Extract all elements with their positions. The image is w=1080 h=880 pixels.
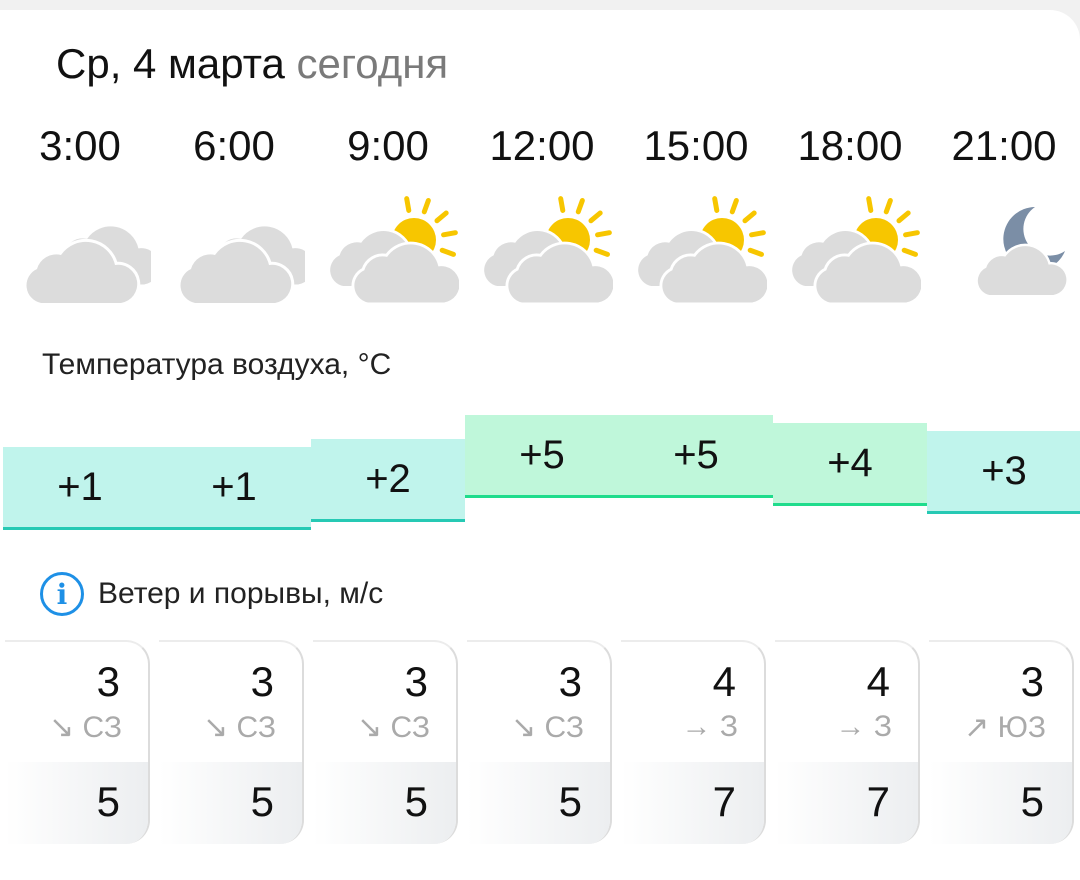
wind-card: 3 ↗ ЮЗ 5 <box>929 640 1074 844</box>
wind-direction: ↘ СЗ <box>49 710 122 745</box>
hour-label: 21:00 <box>951 122 1057 169</box>
wind-gust: 5 <box>5 762 148 844</box>
partly-cloudy-day-icon <box>789 196 921 306</box>
hour-label: 18:00 <box>797 122 903 169</box>
temperature-value: +5 <box>673 433 719 477</box>
wind-direction-text: ЮЗ <box>997 711 1046 744</box>
wind-card: 3 ↘ СЗ 5 <box>467 640 612 844</box>
wind-direction-text: З <box>719 710 738 743</box>
temperature-bar: +3 <box>927 431 1080 514</box>
today-label: сегодня <box>296 40 449 87</box>
cloudy-icon <box>23 226 151 306</box>
wind-speed: 3 <box>404 658 428 705</box>
cloudy-icon <box>177 226 305 306</box>
wind-arrow-icon: ↘ <box>49 711 75 744</box>
temperature-bar: +5 <box>619 415 773 498</box>
temperature-bar: +2 <box>311 439 465 522</box>
wind-arrow-icon: ↘ <box>511 711 537 744</box>
gust-value: 5 <box>558 778 582 825</box>
wind-gust: 7 <box>621 762 764 844</box>
temperature-value: +2 <box>365 457 411 501</box>
wind-direction: → З <box>682 710 738 744</box>
gust-value: 5 <box>1020 778 1044 825</box>
temperature-bar: +1 <box>3 447 157 530</box>
wind-card: 3 ↘ СЗ 5 <box>313 640 458 844</box>
gust-value: 7 <box>866 778 890 825</box>
gust-value: 5 <box>96 778 120 825</box>
wind-gust: 5 <box>929 762 1072 844</box>
wind-gust: 5 <box>313 762 456 844</box>
wind-arrow-icon: → <box>681 710 712 743</box>
hour-label: 9:00 <box>347 122 429 169</box>
wind-label: i Ветер и порывы, м/с <box>40 572 383 616</box>
wind-speed: 4 <box>866 658 890 705</box>
wind-direction-text: СЗ <box>82 711 122 744</box>
wind-gust: 5 <box>467 762 610 844</box>
temperature-value: +3 <box>981 449 1027 493</box>
wind-direction: ↘ СЗ <box>203 710 276 745</box>
wind-card: 4 → З 7 <box>775 640 920 844</box>
info-icon[interactable]: i <box>40 572 84 616</box>
date: Ср, 4 марта <box>56 40 285 87</box>
wind-speed: 3 <box>96 658 120 705</box>
wind-direction-text: СЗ <box>236 711 276 744</box>
temperature-bar: +5 <box>465 415 619 498</box>
partly-cloudy-day-icon <box>481 196 613 306</box>
temperature-bar: +1 <box>157 447 311 530</box>
temperature-value: +1 <box>57 465 103 509</box>
wind-card: 3 ↘ СЗ 5 <box>159 640 304 844</box>
hour-label: 6:00 <box>193 122 275 169</box>
wind-card: 3 ↘ СЗ 5 <box>5 640 150 844</box>
wind-direction-text: СЗ <box>544 711 584 744</box>
gust-value: 5 <box>250 778 274 825</box>
wind-speed: 3 <box>558 658 582 705</box>
partly-cloudy-day-icon <box>327 196 459 306</box>
wind-direction-text: СЗ <box>390 711 430 744</box>
wind-direction-text: З <box>873 710 892 743</box>
wind-speed: 3 <box>250 658 274 705</box>
wind-arrow-icon: ↗ <box>964 711 990 744</box>
wind-arrow-icon: → <box>835 710 866 743</box>
wind-direction: → З <box>836 710 892 744</box>
wind-card: 4 → З 7 <box>621 640 766 844</box>
day-title: Ср, 4 марта сегодня <box>56 40 448 88</box>
temperature-value: +1 <box>211 465 257 509</box>
wind-direction: ↘ СЗ <box>511 710 584 745</box>
gust-value: 7 <box>712 778 736 825</box>
wind-speed: 3 <box>1020 658 1044 705</box>
wind-direction: ↗ ЮЗ <box>964 710 1046 745</box>
hour-label: 12:00 <box>489 122 595 169</box>
wind-speed: 4 <box>712 658 736 705</box>
temperature-bar: +4 <box>773 423 927 506</box>
wind-arrow-icon: ↘ <box>357 711 383 744</box>
hour-label: 3:00 <box>39 122 121 169</box>
wind-direction: ↘ СЗ <box>357 710 430 745</box>
wind-label-text: Ветер и порывы, м/с <box>98 577 384 610</box>
gust-value: 5 <box>404 778 428 825</box>
temperature-label: Температура воздуха, °C <box>42 348 392 381</box>
temperature-value: +5 <box>519 433 565 477</box>
partly-cloudy-day-icon <box>635 196 767 306</box>
temperature-value: +4 <box>827 441 873 485</box>
wind-gust: 7 <box>775 762 918 844</box>
partly-cloudy-night-icon <box>975 207 1069 298</box>
wind-arrow-icon: ↘ <box>203 711 229 744</box>
wind-gust: 5 <box>159 762 302 844</box>
hour-label: 15:00 <box>643 122 749 169</box>
